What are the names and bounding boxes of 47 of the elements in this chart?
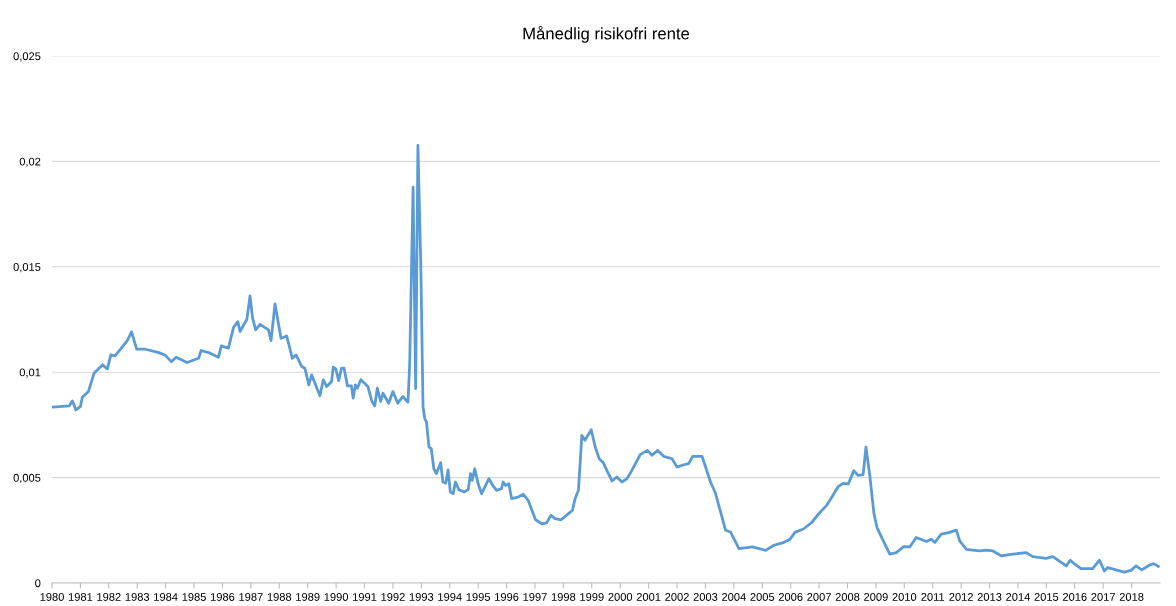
x-tick-label: 1998: [551, 593, 576, 601]
x-tick-label: 2005: [750, 593, 775, 601]
x-tick-label: 2010: [892, 593, 917, 601]
x-tick-label: 1981: [68, 593, 93, 601]
x-tick-label: 1996: [495, 593, 519, 601]
x-tick-label: 2015: [1034, 593, 1059, 601]
x-tick-label: 1988: [267, 593, 292, 601]
y-tick-label: 0,02: [19, 157, 41, 167]
x-tick-label: 1983: [125, 593, 150, 601]
x-tick-label: 1997: [523, 593, 547, 601]
x-tick-label: 2000: [608, 593, 633, 601]
x-tick-label: 2016: [1062, 593, 1087, 601]
x-tick-label: 2003: [693, 593, 718, 601]
x-tick-label: 1993: [409, 593, 434, 601]
x-tick-label: 1989: [296, 593, 320, 601]
x-tick-label: 1986: [210, 593, 235, 601]
chart-title: Månedlig risikofri rente: [523, 25, 690, 43]
x-tick-label: 2006: [778, 593, 803, 601]
y-tick-label: 0: [35, 579, 41, 588]
line-series: [52, 143, 1160, 574]
x-tick-label: 2002: [665, 593, 689, 601]
x-tick-label: 2001: [636, 593, 661, 601]
y-tick-label: 0,005: [13, 473, 41, 484]
x-tick-label: 2004: [722, 593, 746, 601]
x-tick-label: 2007: [807, 593, 831, 601]
x-tick-label: 1985: [182, 593, 206, 601]
x-tick-label: 1992: [381, 593, 405, 601]
x-tick-label: 1984: [154, 593, 178, 601]
x-tick-label: 1994: [438, 593, 462, 601]
y-tick-label: 0,015: [13, 263, 41, 273]
x-tick-label: 1991: [353, 593, 377, 601]
x-tick-label: 1982: [97, 593, 121, 601]
y-tick-label: 0,025: [13, 52, 41, 62]
x-tick-label: 1987: [239, 593, 263, 601]
x-tick-label: 2012: [949, 593, 973, 601]
x-tick-label: 1980: [40, 593, 64, 601]
x-tick-label: 2011: [921, 593, 945, 601]
x-tick-label: 2009: [864, 593, 888, 601]
x-tick-label: 2017: [1091, 593, 1115, 601]
x-tick-label: 2014: [1006, 593, 1030, 601]
x-tick-label: 2018: [1119, 593, 1144, 601]
x-tick-label: 2008: [835, 593, 860, 601]
y-tick-label: 0,01: [19, 368, 41, 378]
x-tick-label: 1999: [580, 593, 604, 601]
x-tick-label: 2013: [977, 593, 1002, 601]
x-tick-label: 1995: [466, 593, 491, 601]
x-tick-label: 1990: [324, 593, 349, 601]
